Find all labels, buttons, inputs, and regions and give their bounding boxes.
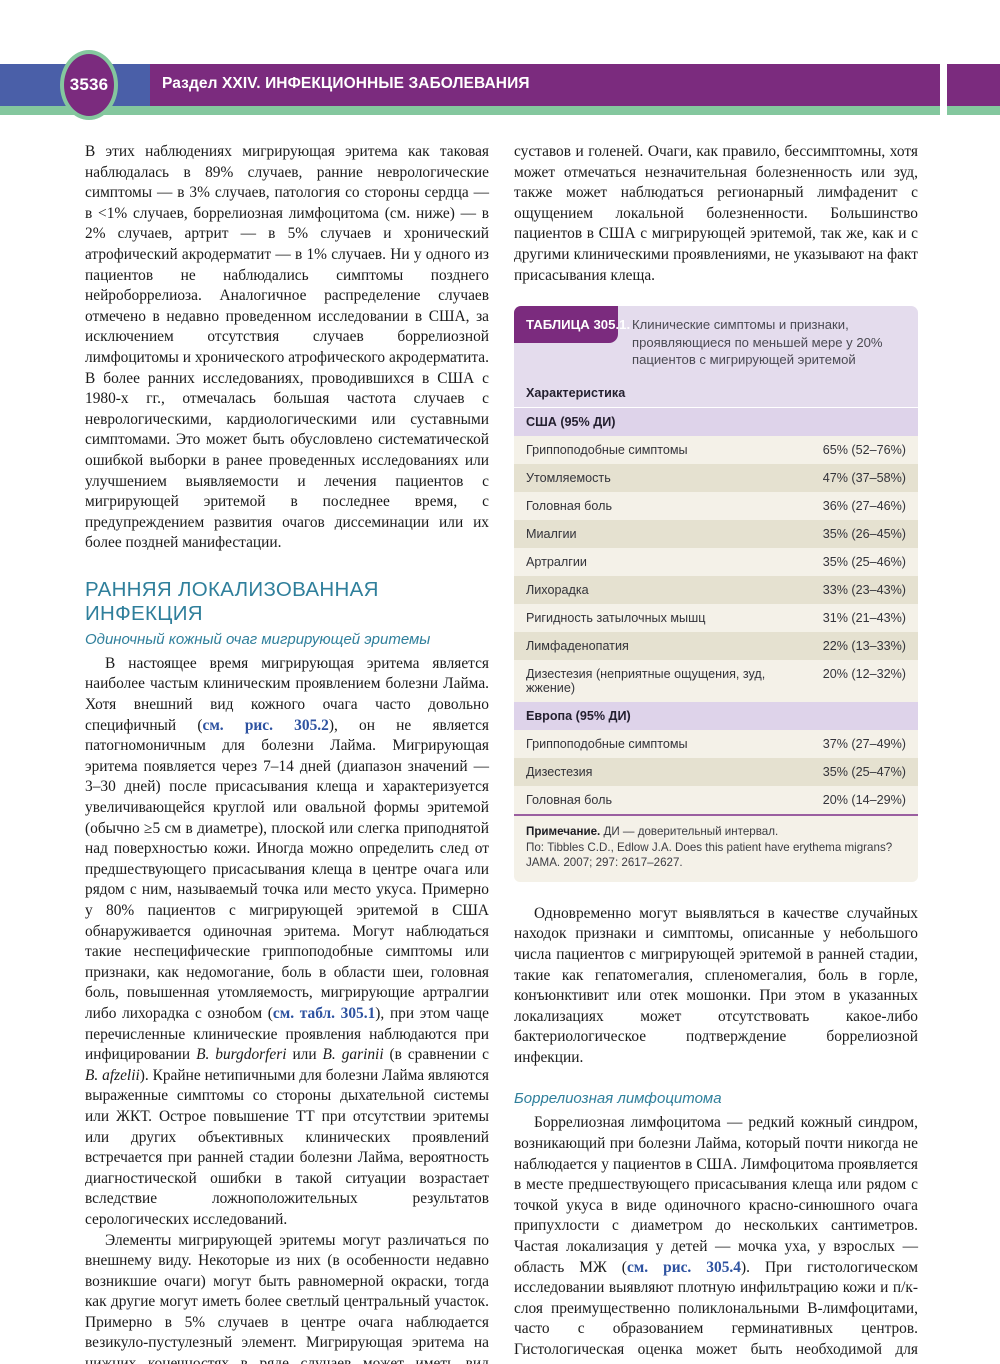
row-value: 33% (23–43%) (822, 582, 906, 597)
row-value: 31% (21–43%) (822, 610, 906, 625)
row-value: 22% (13–33%) (822, 638, 906, 653)
text-run: ), он не является патогномоничным для бо… (85, 716, 490, 1022)
paragraph-erythema-migrans: В настоящее время мигрирующая эритема яв… (85, 654, 489, 1231)
row-value: 47% (37–58%) (822, 470, 906, 485)
right-column: суставов и голеней. Очаги, как правило, … (514, 142, 918, 1364)
footnote-text: ДИ — доверительный интервал. (600, 824, 779, 838)
paragraph-observations: В этих наблюдениях мигрирующая эритема к… (85, 143, 489, 552)
table-row: Дизестезия (неприятные ощущения, зуд, жж… (514, 659, 918, 702)
row-value: 20% (12–32%) (822, 666, 906, 681)
table-row: Гриппоподобные симптомы 65% (52–76%) (514, 435, 918, 464)
paragraph-lymphocytoma: Боррелиозная лимфоцитома — редкий кожный… (514, 1113, 918, 1364)
table-row: Утомляемость 47% (37–58%) (514, 463, 918, 492)
row-value: 36% (27–46%) (822, 498, 906, 513)
page-number: 3536 (69, 75, 109, 94)
table-caption: Клинические симптомы и признаки, проявля… (632, 317, 883, 368)
row-label: Лимфаденопатия (526, 638, 629, 653)
table-group-header-europe: Европа (95% ДИ) (514, 701, 918, 730)
table-row: Лимфаденопатия 22% (13–33%) (514, 631, 918, 660)
header-green-rule (0, 106, 940, 115)
table-row: Головная боль 20% (14–29%) (514, 785, 918, 814)
species-name-italic: B. garinii (322, 1046, 384, 1064)
row-label: Ригидность затылочных мышц (526, 610, 706, 625)
row-label: Лихорадка (526, 582, 589, 597)
text-run: Боррелиозная лимфоцитома — редкий кожный… (514, 1114, 918, 1276)
header-purple-block (150, 64, 940, 106)
section-heading-early-localized: РАННЯЯ ЛОКАЛИЗОВАННАЯ ИНФЕКЦИЯ (85, 577, 379, 625)
left-column: В этих наблюдениях мигрирующая эритема к… (85, 142, 489, 1364)
text-run: или (286, 1046, 323, 1064)
table-footnote: Примечание. ДИ — доверительный интервал.… (514, 813, 918, 882)
row-value: 65% (52–76%) (822, 442, 906, 457)
row-value: 37% (27–49%) (822, 736, 906, 751)
cross-reference-link[interactable]: см. рис. 305.4 (626, 1258, 741, 1276)
row-label: Артралгии (526, 554, 587, 569)
text-run: В настоящее время мигрирующая эритема яв… (85, 654, 489, 734)
row-value: 35% (25–46%) (822, 554, 906, 569)
header-purple-edge-block (947, 64, 1000, 106)
header-section-title: Раздел XXIV. ИНФЕКЦИОННЫЕ ЗАБОЛЕВАНИЯ (162, 75, 530, 92)
row-value: 35% (26–45%) (822, 526, 906, 541)
row-label: Гриппоподобные симптомы (526, 442, 688, 457)
table-305-1: ТАБЛИЦА 305.1. Клинические симптомы и пр… (514, 306, 918, 882)
paragraph-lesion-appearance: Элементы мигрирующей эритемы могут разли… (85, 1231, 489, 1364)
row-label: Утомляемость (526, 470, 611, 485)
row-value: 20% (14–29%) (822, 792, 906, 807)
table-row: Артралгии 35% (25–46%) (514, 547, 918, 576)
row-label: Головная боль (526, 792, 613, 807)
table-column-header: Характеристика (514, 378, 918, 408)
footnote-source: По: Tibbles C.D., Edlow J.A. Does this p… (526, 840, 893, 870)
subsection-heading-borrelial-lymphocytoma: Боррелиозная лимфоцитома (514, 1090, 722, 1108)
footnote-label: Примечание. (526, 824, 601, 838)
cross-reference-link[interactable]: см. табл. 305.1 (272, 1004, 376, 1022)
header-green-rule-edge (947, 106, 1000, 115)
subsection-heading-solitary-lesion: Одиночный кожный очаг мигрирующей эритем… (85, 630, 431, 648)
table-header: ТАБЛИЦА 305.1. Клинические симптомы и пр… (514, 306, 918, 379)
row-label: Дизестезия (526, 764, 593, 779)
text-run: ). При гистологическом исследовании выяв… (514, 1258, 918, 1364)
table-number-tag: ТАБЛИЦА 305.1. (514, 306, 630, 344)
species-name-italic: B. burgdorferi (196, 1046, 287, 1064)
paragraph-incidental-findings: Одновременно могут выявляться в качестве… (514, 904, 918, 1066)
row-value: 35% (25–47%) (822, 764, 906, 779)
page-number-badge: 3536 (60, 50, 118, 120)
row-label: Головная боль (526, 498, 613, 513)
text-run: ), при этом чаще перечисленные клиническ… (85, 1004, 489, 1064)
table-row: Гриппоподобные симптомы 37% (27–49%) (514, 729, 918, 758)
table-row: Головная боль 36% (27–46%) (514, 491, 918, 520)
row-label: Гриппоподобные симптомы (526, 736, 688, 751)
cross-reference-link[interactable]: см. рис. 305.2 (202, 716, 329, 734)
species-name-italic: B. afzelii (85, 1066, 140, 1084)
table-group-header-usa: США (95% ДИ) (514, 407, 918, 436)
row-label: Миалгии (526, 526, 577, 541)
table-row: Миалгии 35% (26–45%) (514, 519, 918, 548)
text-run: ). Крайне нетипичными для болезни Лайма … (85, 1066, 490, 1228)
text-run: (в сравнении с (383, 1046, 490, 1064)
paragraph-lesion-sites: суставов и голеней. Очаги, как правило, … (514, 143, 918, 284)
table-row: Лихорадка 33% (23–43%) (514, 575, 918, 604)
row-label: Дизестезия (неприятные ощущения, зуд, жж… (526, 666, 766, 695)
running-header: 3536 Раздел XXIV. ИНФЕКЦИОННЫЕ ЗАБОЛЕВАН… (0, 50, 1000, 120)
table-row: Дизестезия 35% (25–47%) (514, 757, 918, 786)
table-row: Ригидность затылочных мышц 31% (21–43%) (514, 603, 918, 632)
